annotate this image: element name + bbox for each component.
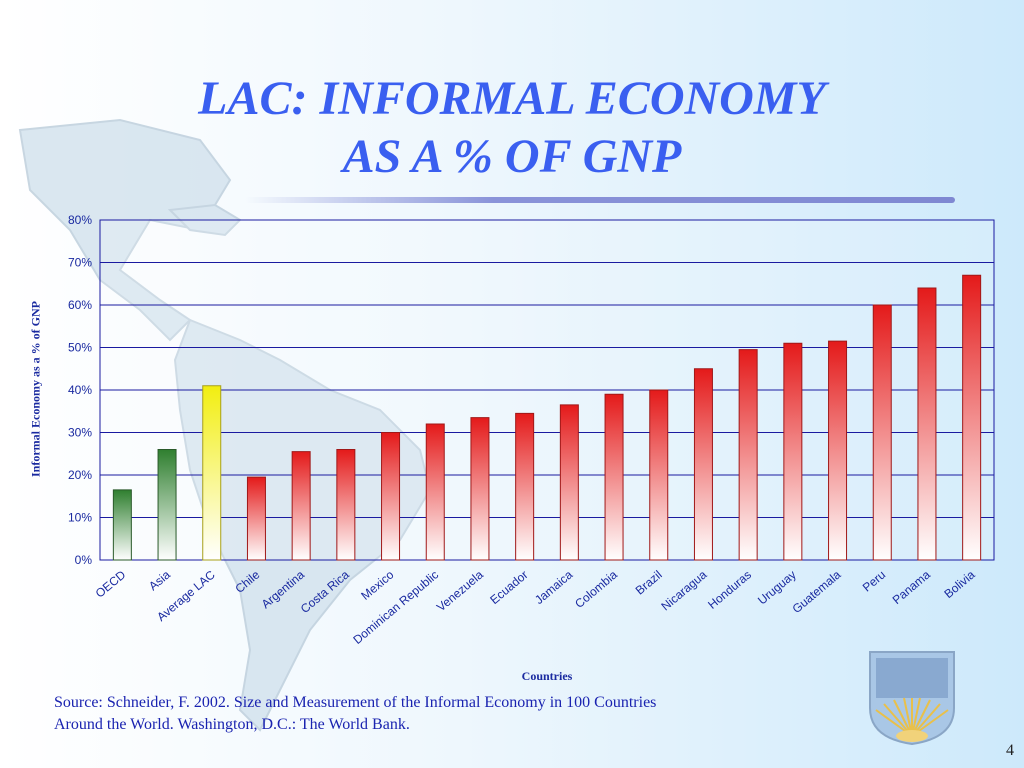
- title-divider: [245, 197, 955, 203]
- bar-argentina: [291, 451, 311, 561]
- x-tick-label: Nicaragua: [658, 567, 709, 613]
- x-tick-label: Honduras: [705, 568, 754, 612]
- page-number: 4: [1006, 742, 1014, 759]
- bars: [112, 274, 982, 561]
- x-tick-label: Mexico: [358, 567, 396, 602]
- y-tick-label: 0%: [75, 553, 93, 567]
- y-tick-label: 50%: [68, 341, 92, 355]
- x-tick-label: Venezuela: [434, 567, 486, 614]
- y-tick-label: 30%: [68, 426, 92, 440]
- x-tick-label: Bolivia: [941, 567, 977, 601]
- bar-panama: [917, 287, 937, 561]
- bar-brazil: [649, 389, 669, 561]
- slide-title-line2: AS A % OF GNP: [342, 130, 682, 183]
- bar-dominican-republic: [425, 423, 445, 561]
- bar-nicaragua: [693, 368, 713, 561]
- x-tick-label: Colombia: [572, 567, 620, 611]
- bar-peru: [872, 304, 892, 561]
- y-axis-label: Informal Economy as a % of GNP: [28, 301, 43, 477]
- y-tick-label: 70%: [68, 256, 92, 270]
- x-tick-label: OECD: [93, 567, 129, 600]
- x-tick-label: Dominican Republic: [350, 568, 441, 647]
- bar-oecd: [112, 489, 132, 561]
- y-tick-label: 40%: [68, 383, 92, 397]
- bar-average-lac: [202, 385, 222, 561]
- x-tick-label: Asia: [146, 567, 173, 593]
- x-tick-label: Brazil: [633, 568, 665, 598]
- y-tick-label: 10%: [68, 511, 92, 525]
- x-tick-label: Uruguay: [755, 568, 799, 608]
- source-line-1: Source: Schneider, F. 2002. Size and Mea…: [54, 694, 657, 711]
- bar-guatemala: [828, 340, 848, 561]
- x-tick-label: Peru: [860, 568, 888, 595]
- x-tick-label: Guatemala: [790, 567, 844, 616]
- bar-chart: 0%10%20%30%40%50%60%70%80% OECD AsiaAvera…: [68, 213, 995, 647]
- bar-chile: [246, 476, 266, 561]
- slide-title-line1: LAC: INFORMAL ECONOMY: [198, 72, 826, 125]
- x-tick-label: Ecuador: [487, 568, 530, 607]
- x-tick-label: Costa Rica: [298, 567, 352, 616]
- x-tick-label: Panama: [890, 567, 933, 607]
- y-tick-label: 20%: [68, 468, 92, 482]
- bar-uruguay: [783, 342, 803, 561]
- y-tick-label: 80%: [68, 213, 92, 227]
- bar-honduras: [738, 349, 758, 561]
- bar-ecuador: [515, 412, 535, 561]
- bar-venezuela: [470, 417, 490, 561]
- bar-asia: [157, 449, 177, 561]
- y-tick-labels: 0% 10% 20% 30% 40% 50% 60% 70% 80%: [68, 213, 92, 567]
- x-axis-label: Countries: [521, 669, 573, 683]
- bar-colombia: [604, 393, 624, 561]
- bar-costa-rica: [336, 449, 356, 561]
- organization-emblem: [869, 651, 955, 746]
- bar-jamaica: [559, 404, 579, 561]
- x-tick-label: Jamaica: [532, 567, 575, 607]
- x-tick-label: Chile: [232, 567, 262, 596]
- source-line-2: Around the World. Washington, D.C.: The …: [54, 716, 410, 733]
- bar-mexico: [381, 432, 401, 561]
- bar-bolivia: [962, 274, 982, 561]
- y-tick-label: 60%: [68, 298, 92, 312]
- source-citation: Source: Schneider, F. 2002. Size and Mea…: [54, 692, 854, 736]
